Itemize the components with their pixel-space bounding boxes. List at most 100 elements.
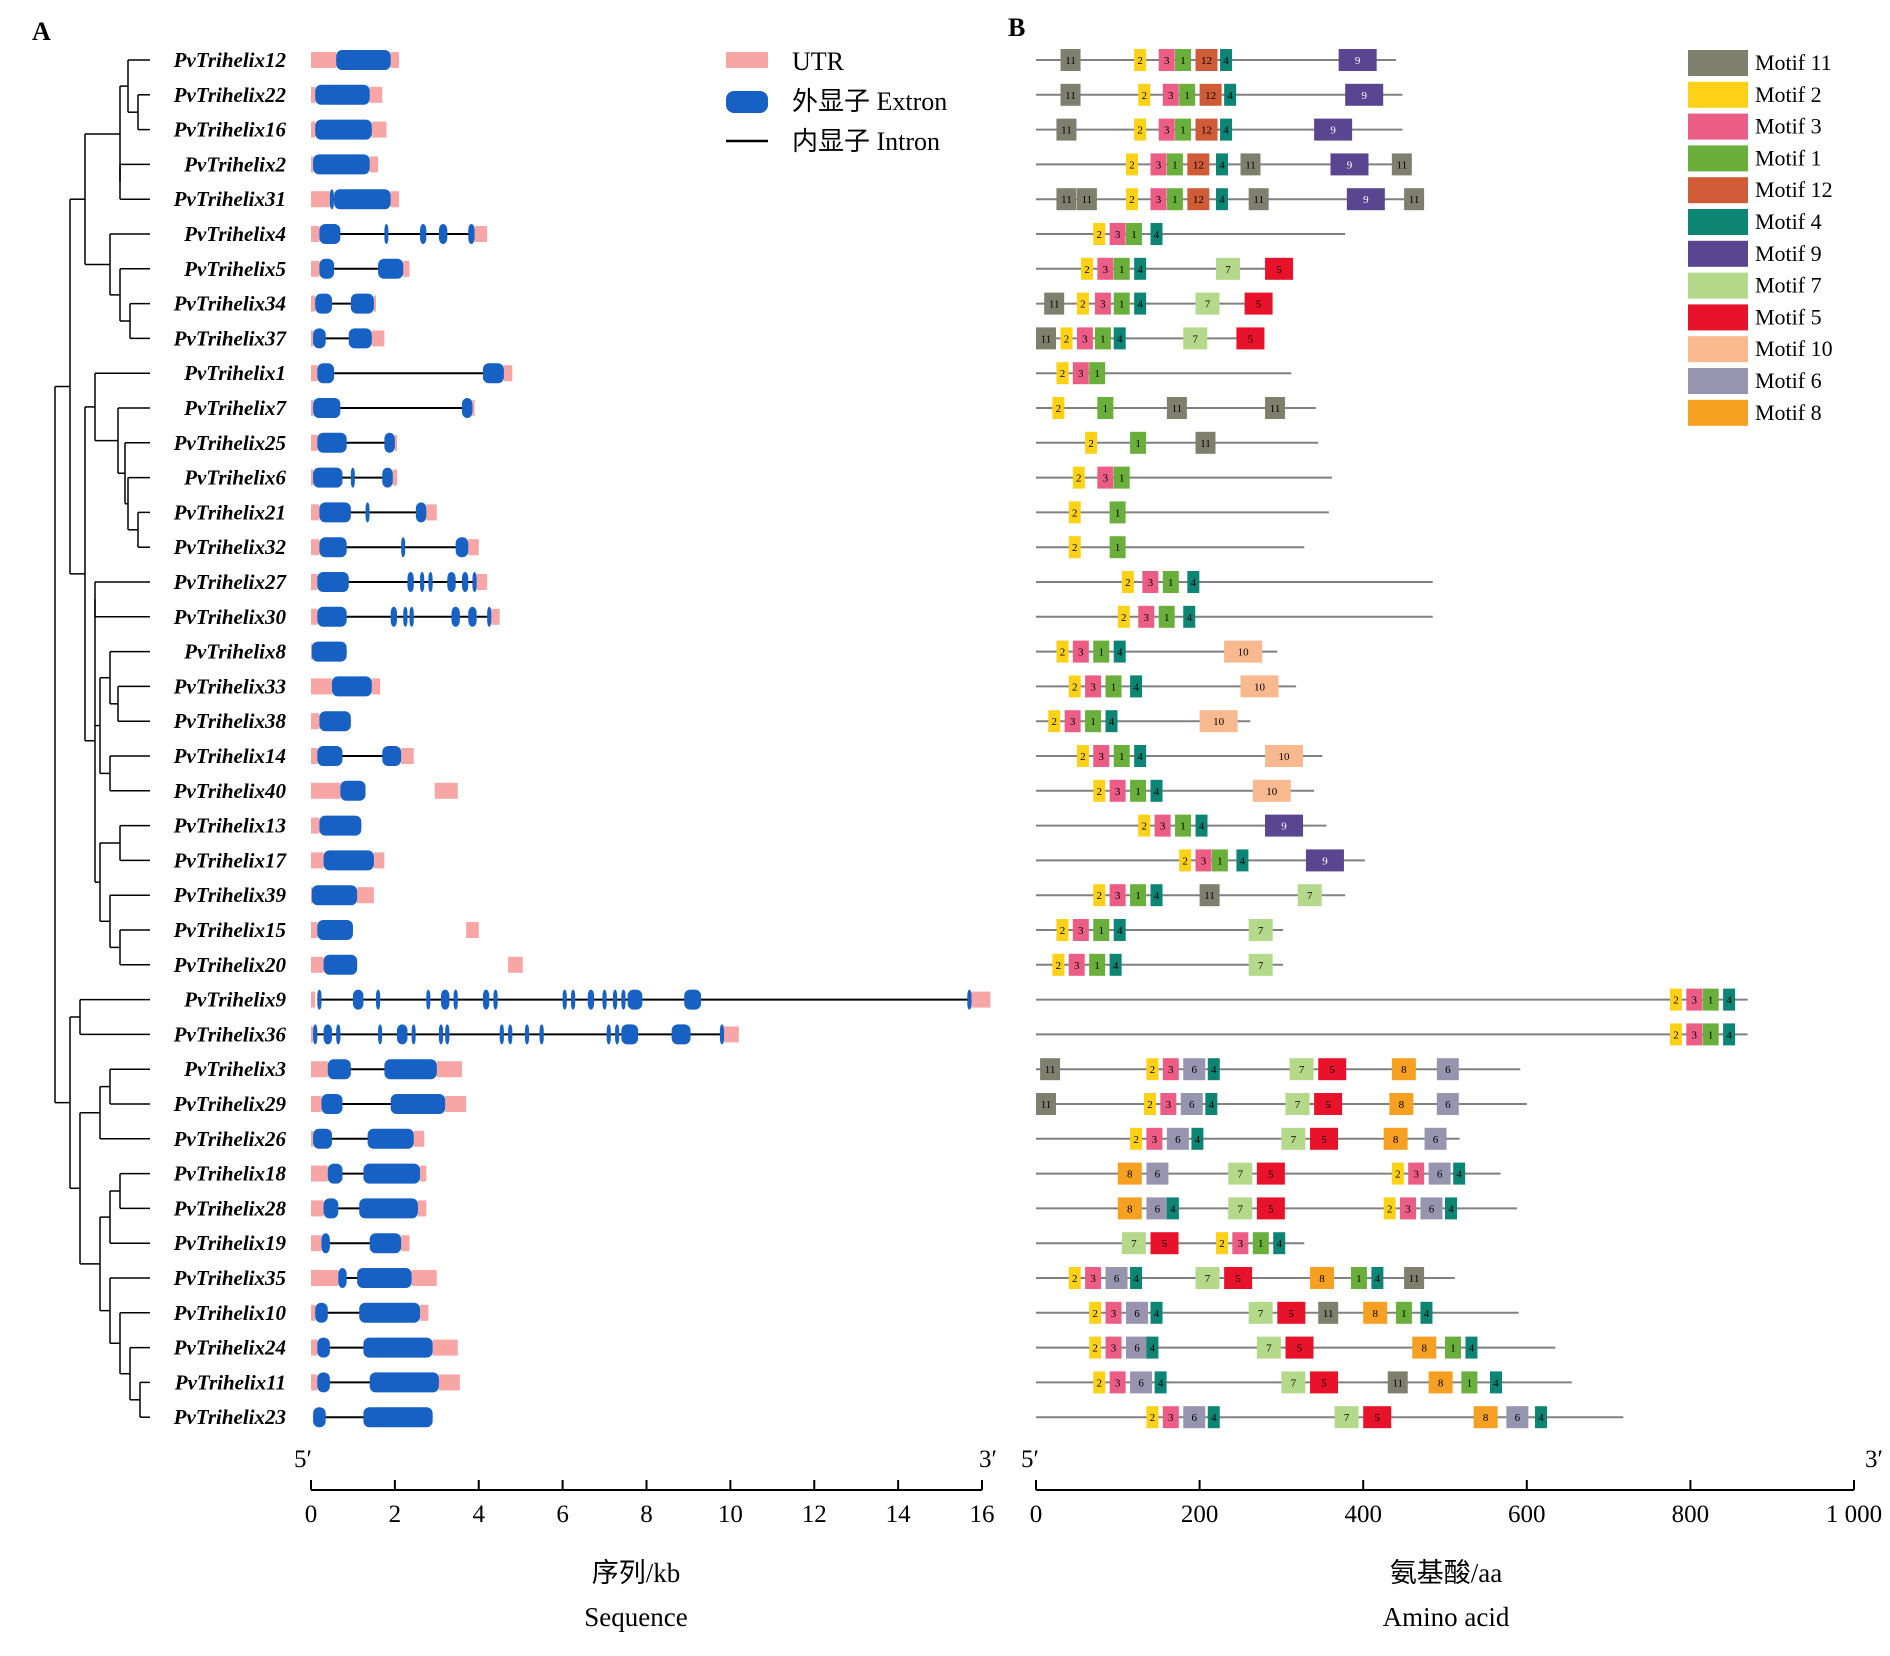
motif-3-label: 3: [1103, 473, 1109, 485]
motif-11-box: [1404, 188, 1425, 211]
motif-11-label: 11: [1392, 1377, 1403, 1389]
utr-box: [311, 400, 314, 416]
motif-8-box: [1391, 1058, 1416, 1081]
motif-5-label: 5: [1325, 1099, 1331, 1111]
motif-2-label: 2: [1080, 751, 1086, 763]
motif-1-box: [1350, 1267, 1367, 1289]
utr-legend-swatch: [726, 52, 768, 68]
motif-4-label: 4: [1456, 1169, 1462, 1181]
exon-box: [615, 1024, 620, 1045]
motif-1-label: 1: [1356, 1273, 1362, 1285]
protein-row: 2 3 6 4 7 5 11 8 1 4: [1036, 1301, 1519, 1324]
motif-2-box: [1052, 953, 1065, 976]
motif-6-box: [1146, 1197, 1169, 1220]
motif-2-box: [1093, 223, 1106, 245]
motif-7-label: 7: [1295, 1099, 1301, 1111]
motif-2-box: [1076, 292, 1089, 315]
gene-structure-row: [311, 1163, 427, 1184]
motif-8-label: 8: [1438, 1377, 1444, 1389]
motif-10-box: [1199, 710, 1238, 733]
gene-label: PvTrihelix26: [173, 1127, 287, 1151]
motif-4-label: 4: [1170, 1203, 1176, 1215]
motif-1-label: 1: [1111, 681, 1117, 693]
utr-box: [417, 1200, 427, 1217]
motif-11-label: 11: [1200, 438, 1211, 450]
motif-4-box: [1534, 1406, 1547, 1429]
gene-structure-row: [311, 258, 410, 279]
exon-box: [415, 502, 427, 523]
utr-box: [371, 121, 387, 138]
motif-7-box: [1195, 292, 1220, 315]
gene-structure-row: [311, 1024, 739, 1045]
motif-2-label: 2: [1673, 1029, 1679, 1041]
motif-7-box: [1248, 1301, 1273, 1324]
motif-4-label: 4: [1117, 925, 1123, 937]
motif-6-box: [1436, 1093, 1459, 1115]
utr-box: [311, 1165, 328, 1182]
exon-box: [719, 1024, 725, 1045]
motif-8-legend-label: Motif 8: [1755, 400, 1822, 425]
motif-1-box: [1395, 1301, 1412, 1324]
exon-box: [323, 1024, 332, 1045]
motif-11-label: 11: [1245, 159, 1256, 171]
exon-box: [313, 398, 341, 418]
motif-5-label: 5: [1289, 1308, 1295, 1320]
protein-row: 11 11 2 3 1 12 4 11 9 11: [1036, 188, 1425, 211]
motif-2-box: [1048, 710, 1061, 733]
motif-12-box: [1187, 188, 1210, 211]
exon-box: [396, 1024, 408, 1045]
motif-5-box: [1224, 1267, 1253, 1289]
exon-box: [331, 676, 372, 697]
exon-box: [317, 746, 343, 766]
gene-label: PvTrihelix13: [173, 814, 286, 838]
motif-3-label: 3: [1405, 1203, 1411, 1215]
motif-9-box: [1346, 188, 1385, 211]
motif-1-box: [1113, 745, 1130, 767]
motif-3-label: 3: [1156, 159, 1162, 171]
motif-4-box: [1109, 953, 1122, 976]
motif-4-box: [1130, 1267, 1143, 1289]
exon-box: [348, 328, 372, 349]
motif-12-label: 12: [1193, 159, 1204, 171]
exon-box: [390, 606, 397, 627]
exon-box: [411, 1024, 416, 1045]
motif-5-label: 5: [1248, 333, 1254, 345]
motif-1-box: [1094, 327, 1111, 350]
motif-7-label: 7: [1205, 299, 1211, 311]
motif-1-box: [1113, 292, 1130, 315]
motif-1-label: 1: [1100, 333, 1106, 345]
exon-box: [562, 989, 567, 1010]
motif-5-box: [1310, 1371, 1339, 1394]
motif-3-label: 3: [1115, 229, 1121, 241]
motif-8-box: [1389, 1093, 1414, 1115]
exon-box: [350, 467, 355, 488]
motif-1-box: [1093, 919, 1110, 941]
motif-11-box: [1391, 153, 1412, 176]
exon-box: [378, 258, 404, 279]
exon-box: [319, 224, 341, 244]
motif-3-label: 3: [1078, 647, 1084, 659]
motif-9-box: [1265, 814, 1304, 837]
motif-1-box: [1702, 988, 1719, 1011]
motif-6-box: [1146, 1162, 1169, 1185]
gene-structure-row: [311, 606, 500, 627]
motif-6-box: [1125, 1301, 1148, 1324]
exon-box: [468, 224, 475, 244]
protein-row: 2 3 1 4 10: [1036, 710, 1251, 733]
motif-11-legend-swatch: [1688, 50, 1748, 76]
gene-structure-row: [311, 398, 475, 418]
motif-2-box: [1056, 640, 1069, 663]
exon-box: [384, 432, 395, 453]
motif-3-label: 3: [1164, 125, 1170, 137]
motif-2-box: [1121, 571, 1134, 593]
motif-3-box: [1105, 1336, 1122, 1359]
protein-row: 2 3 1 4: [1036, 605, 1433, 628]
gene-label: PvTrihelix35: [173, 1266, 286, 1290]
motif-1-box: [1175, 814, 1192, 837]
utr-box: [311, 782, 341, 799]
gene-structure-row: [311, 224, 488, 244]
motif-3-label: 3: [1148, 577, 1154, 589]
motif-4-label: 4: [1240, 855, 1246, 867]
exon-box: [409, 606, 414, 627]
exon-box: [319, 258, 335, 279]
